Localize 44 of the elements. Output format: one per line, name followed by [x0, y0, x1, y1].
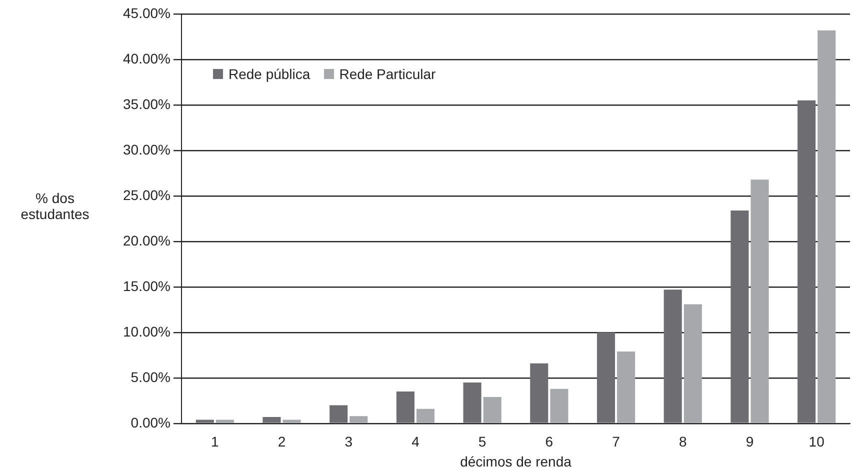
bar: [463, 382, 482, 423]
bar: [818, 30, 836, 423]
x-tick-label: 5: [478, 434, 486, 450]
bar: [617, 352, 636, 423]
y-tick-label: 30.00%: [123, 141, 170, 158]
bar: [196, 420, 214, 423]
x-axis-title: décimos de renda: [460, 453, 572, 470]
y-tick-label: 40.00%: [123, 50, 170, 66]
y-tick-label: 20.00%: [123, 232, 170, 248]
bar: [483, 397, 502, 423]
x-tick-label: 4: [412, 434, 420, 450]
x-tick-label: 6: [545, 434, 554, 450]
x-tick-label: 1: [211, 434, 220, 450]
bar: [530, 363, 548, 423]
bar: [664, 290, 682, 423]
legend-label: Rede Particular: [338, 66, 436, 82]
bar: [262, 417, 281, 423]
x-tick-label: 3: [344, 434, 353, 450]
bar: [596, 332, 616, 423]
x-tick-label: 7: [612, 434, 620, 450]
x-tick-label: 10: [808, 434, 825, 450]
y-axis-title: % dos estudantes: [20, 190, 90, 222]
y-tick-label: 35.00%: [123, 96, 170, 112]
x-tick-label: 9: [746, 434, 754, 450]
bar: [396, 392, 414, 423]
y-tick-label: 45.00%: [123, 4, 170, 21]
bar: [216, 420, 234, 423]
bar: [750, 180, 769, 423]
bar: [730, 210, 749, 423]
y-tick-label: 10.00%: [123, 323, 170, 340]
y-tick-label: 0.00%: [130, 414, 170, 430]
bar: [550, 388, 568, 423]
bar: [684, 304, 702, 423]
y-tick-label: 25.00%: [123, 186, 170, 203]
legend-label: Rede pública: [227, 66, 310, 82]
x-tick-label: 2: [278, 434, 286, 450]
y-tick-label: 15.00%: [123, 278, 170, 294]
bar: [798, 100, 816, 423]
x-tick-label: 8: [678, 434, 687, 450]
bar: [330, 405, 348, 423]
y-tick-label: 5.00%: [130, 368, 170, 385]
bar: [416, 408, 435, 423]
bar: [282, 420, 301, 423]
bar: [350, 416, 368, 423]
